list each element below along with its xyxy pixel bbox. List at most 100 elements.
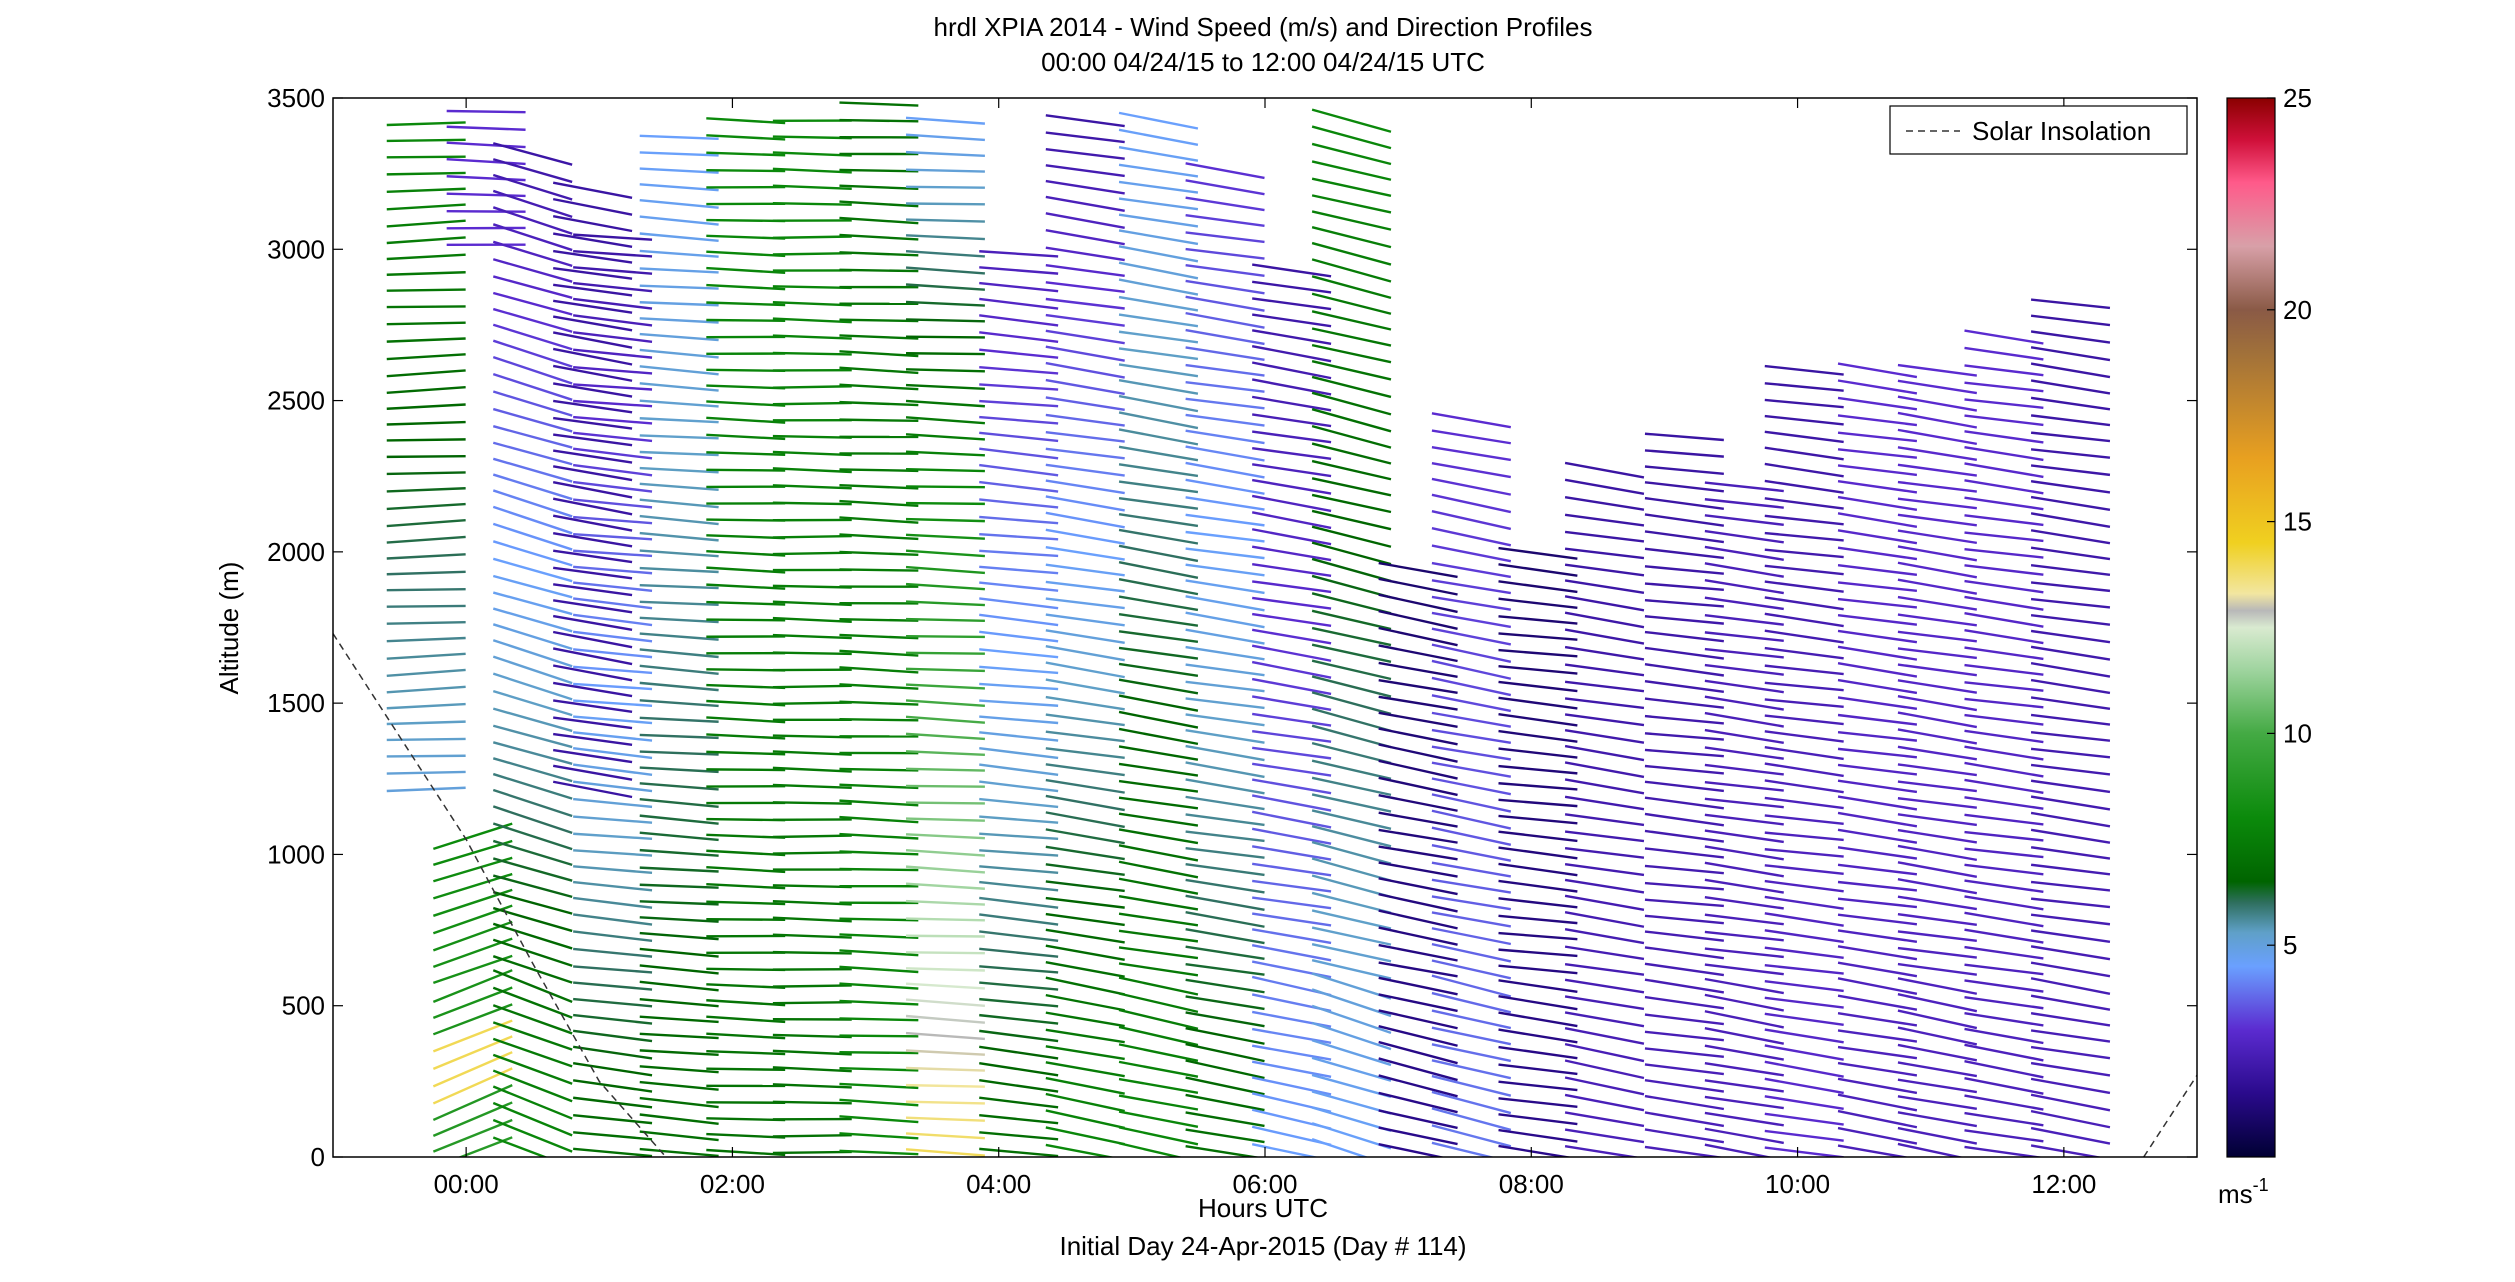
wind-barb xyxy=(839,1149,919,1156)
wind-barb xyxy=(906,784,985,788)
wind-barb xyxy=(1431,544,1512,563)
colorbar-gradient xyxy=(2226,97,2276,1158)
wind-barb xyxy=(2030,614,2111,626)
wind-barb xyxy=(906,202,985,206)
wind-barb xyxy=(1311,741,1392,765)
wind-barb xyxy=(492,607,573,633)
wind-barb xyxy=(1837,945,1918,961)
wind-barb xyxy=(1311,759,1392,780)
wind-barb xyxy=(1045,1011,1125,1028)
wind-barb xyxy=(1644,663,1725,677)
wind-barb xyxy=(1644,530,1725,544)
wind-barb xyxy=(1837,731,1918,742)
wind-barb xyxy=(1118,146,1199,162)
wind-barb xyxy=(1252,896,1332,910)
y-tick-label: 1000 xyxy=(267,839,325,869)
wind-barb xyxy=(1764,681,1844,692)
wind-barb xyxy=(1118,1110,1199,1128)
wind-barb xyxy=(905,1132,985,1140)
wind-barb xyxy=(386,288,466,292)
wind-barb xyxy=(839,700,919,706)
wind-barb xyxy=(1498,712,1578,727)
wind-barb xyxy=(1118,710,1199,729)
wind-barb xyxy=(979,630,1059,643)
wind-barb xyxy=(1118,578,1199,596)
wind-barb xyxy=(1964,847,2044,859)
wind-barb xyxy=(839,649,919,657)
wind-barb xyxy=(492,890,573,915)
wind-barb xyxy=(573,815,653,824)
wind-barb xyxy=(906,185,985,189)
wind-barb xyxy=(1964,681,2044,692)
wind-barb xyxy=(639,616,719,624)
wind-barb xyxy=(1897,529,1977,545)
wind-barb xyxy=(432,954,513,985)
profile-column xyxy=(1704,481,1784,1157)
wind-barb xyxy=(979,480,1059,493)
wind-barb xyxy=(1764,864,1844,875)
wind-barb xyxy=(573,1131,653,1141)
wind-barb xyxy=(706,768,786,772)
wind-barb xyxy=(433,839,513,866)
profile-column xyxy=(1185,162,1265,1157)
wind-barb xyxy=(639,766,719,774)
wind-barb xyxy=(1045,629,1125,645)
wind-barb xyxy=(1118,630,1199,644)
wind-barb xyxy=(1764,462,1844,478)
wind-barb xyxy=(573,880,653,892)
wind-barb xyxy=(1764,996,1844,1009)
wind-barb xyxy=(1118,445,1199,462)
wind-barb xyxy=(1704,845,1784,861)
wind-barb xyxy=(1185,279,1265,295)
wind-barb xyxy=(432,1019,513,1053)
wind-barb xyxy=(1704,679,1784,694)
wind-barb xyxy=(639,151,719,157)
wind-barb xyxy=(772,285,852,290)
wind-barb xyxy=(839,999,919,1006)
wind-barb xyxy=(772,1033,852,1039)
wind-barb xyxy=(1964,697,2044,709)
wind-barb xyxy=(1764,398,1844,409)
wind-barb xyxy=(979,431,1059,443)
wind-barb xyxy=(1045,960,1125,978)
wind-barb xyxy=(492,655,573,685)
wind-barb xyxy=(1185,1128,1265,1144)
wind-barb xyxy=(1764,979,1844,993)
wind-barb xyxy=(1644,796,1725,810)
wind-barb xyxy=(386,353,466,361)
wind-barb xyxy=(1498,648,1578,658)
colorbar: 5 10 15 20 25 ms-1 xyxy=(2218,83,2312,1209)
wind-barb xyxy=(492,805,573,834)
wind-barb xyxy=(432,1101,513,1138)
wind-barb xyxy=(1185,295,1265,312)
wind-barb xyxy=(1837,961,1918,978)
wind-barb xyxy=(386,138,466,143)
wind-barb xyxy=(1837,597,1918,609)
wind-barb xyxy=(1897,363,1977,377)
wind-barb xyxy=(1378,678,1458,695)
wind-barb xyxy=(839,550,919,557)
y-tick-label: 3500 xyxy=(267,83,325,113)
wind-barb xyxy=(1045,896,1125,909)
wind-barb xyxy=(1045,928,1125,944)
wind-barb xyxy=(639,167,719,174)
x-axis-sublabel: Initial Day 24-Apr-2015 (Day # 114) xyxy=(1059,1231,1466,1261)
wind-barb xyxy=(1185,645,1265,661)
wind-barb xyxy=(1498,897,1578,909)
wind-barb xyxy=(979,549,1059,558)
wind-barb xyxy=(639,399,719,408)
wind-barb xyxy=(639,782,719,791)
profile-column xyxy=(639,134,719,1157)
wind-barb xyxy=(639,1015,719,1024)
wind-barb xyxy=(1704,1010,1784,1029)
wind-barb xyxy=(639,348,719,359)
wind-barb xyxy=(839,718,919,722)
wind-barb xyxy=(1378,1040,1458,1065)
profile-column xyxy=(1251,263,1332,1157)
wind-barb xyxy=(1704,813,1784,826)
wind-barb xyxy=(839,933,919,939)
wind-barb xyxy=(1644,829,1725,843)
wind-barb xyxy=(905,699,985,708)
wind-barb xyxy=(839,400,919,407)
wind-barb xyxy=(772,734,852,739)
